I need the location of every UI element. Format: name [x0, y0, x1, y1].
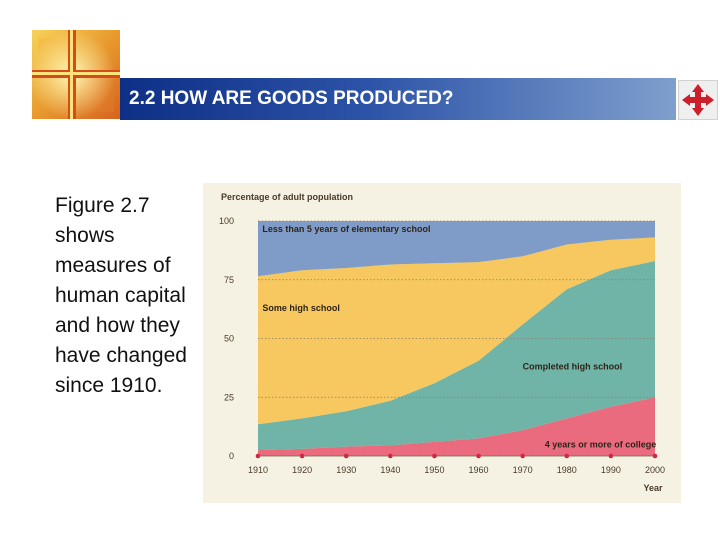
- series-label: 4 years or more of college: [545, 439, 657, 449]
- x-tick-label: 1940: [380, 465, 400, 475]
- area-chart: Percentage of adult population Year 0 25 5…: [203, 183, 681, 503]
- x-tick-label: 2000: [645, 465, 665, 475]
- area-series-group: [258, 221, 655, 456]
- x-tick-label: 1920: [292, 465, 312, 475]
- series-label: Completed high school: [523, 362, 623, 372]
- y-tick-label: 75: [224, 275, 234, 285]
- x-tick-labels: 1910 1920 1930 1940 1950 1960 1970 1980 1990 2000: [248, 465, 665, 475]
- series-label: Less than 5 years of elementary school: [262, 224, 430, 234]
- x-tick-label: 1970: [513, 465, 533, 475]
- year-marker: [255, 453, 261, 459]
- x-tick-label: 1990: [601, 465, 621, 475]
- x-tick-label: 1910: [248, 465, 268, 475]
- nav-button[interactable]: [678, 80, 718, 120]
- series-label: Some high school: [262, 303, 340, 313]
- y-tick-label: 0: [229, 451, 234, 461]
- x-tick-label: 1980: [557, 465, 577, 475]
- x-tick-label: 1960: [469, 465, 489, 475]
- area-completed-high-school: [258, 261, 655, 451]
- cross-logo-icon: [32, 30, 120, 119]
- slide-title: 2.2 HOW ARE GOODS PRODUCED?: [129, 88, 454, 109]
- y-tick-label: 25: [224, 392, 234, 402]
- area-some-high-school: [258, 237, 655, 425]
- area-less-than-5-years-of-elementary-school: [258, 221, 655, 277]
- x-tick-label: 1930: [336, 465, 356, 475]
- chart-panel: Percentage of adult population Year 0 25 5…: [203, 183, 681, 503]
- title-bar: 2.2 HOW ARE GOODS PRODUCED?: [120, 78, 676, 120]
- compass-arrows-icon: [682, 84, 714, 116]
- year-marker: [608, 453, 614, 459]
- year-marker: [520, 453, 525, 459]
- y-tick-label: 100: [219, 216, 234, 226]
- area-4-years-or-more-of-college: [258, 397, 655, 456]
- x-tick-label: 1950: [424, 465, 444, 475]
- y-tick-label: 50: [224, 334, 234, 344]
- x-axis-label: Year: [643, 483, 663, 493]
- figure-caption-text: Figure 2.7 shows measures of human capit…: [55, 194, 187, 397]
- year-marker: [652, 453, 658, 459]
- year-marker: [299, 453, 305, 459]
- y-axis-label: Percentage of adult population: [221, 192, 353, 202]
- y-tick-labels: 0 25 50 75 100: [219, 216, 234, 461]
- series-labels: 4 years or more of college Completed high…: [262, 224, 656, 449]
- year-marker: [388, 453, 393, 459]
